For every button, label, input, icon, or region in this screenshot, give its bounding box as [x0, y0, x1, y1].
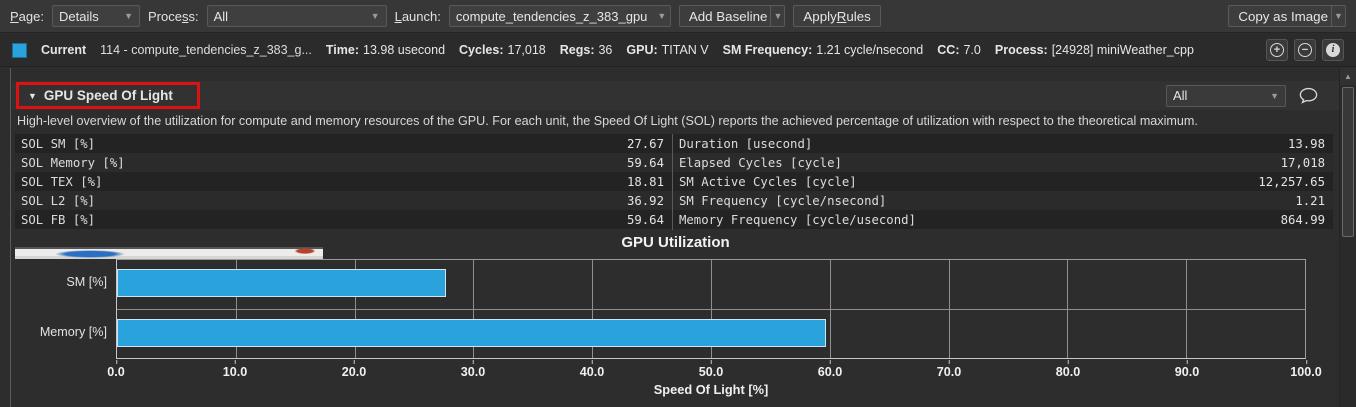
- info-button[interactable]: i: [1322, 39, 1344, 61]
- section-description: High-level overview of the utilization f…: [17, 114, 1198, 128]
- render-artifact-strip: [15, 247, 323, 259]
- section-header-gpu-speed-of-light[interactable]: ▼ GPU Speed Of Light All ▼: [12, 81, 1340, 110]
- table-row: SOL SM [%] 27.67: [15, 134, 672, 153]
- chart-title: GPU Utilization: [621, 234, 730, 251]
- stat-cc: CC: 7.0: [937, 43, 981, 57]
- x-tick: 80.0: [1055, 360, 1081, 379]
- stat-process: Process: [24928] miniWeather_cpp: [994, 43, 1194, 57]
- gridline: [117, 309, 1305, 310]
- process-select[interactable]: All ▼: [206, 5, 387, 27]
- zoom-in-button[interactable]: +: [1266, 39, 1288, 61]
- plot-area: [116, 259, 1306, 359]
- x-tick: 40.0: [579, 360, 605, 379]
- table-row: SM Frequency [cycle/nsecond] 1.21: [673, 191, 1333, 210]
- info-circle-icon: i: [1326, 43, 1340, 57]
- current-label: Current: [41, 43, 87, 57]
- x-axis-title: Speed Of Light [%]: [653, 382, 769, 397]
- details-report-panel: ▼ GPU Speed Of Light All ▼ High-level ov…: [10, 68, 1340, 407]
- add-baseline-button[interactable]: Add Baseline: [678, 5, 778, 27]
- metrics-column-left: SOL SM [%] 27.67 SOL Memory [%] 59.64 SOL …: [15, 134, 673, 230]
- chevron-down-icon: ▼: [124, 11, 133, 21]
- section-filter-select[interactable]: All ▼: [1166, 84, 1286, 107]
- stat-regs: Regs: 36: [559, 43, 613, 57]
- speech-bubble-icon: [1299, 87, 1317, 104]
- launch-label: Launch:: [394, 8, 441, 24]
- vertical-scrollbar[interactable]: ▲: [1339, 68, 1356, 407]
- page-label: Page:: [10, 8, 44, 24]
- arrow-up-icon: ▲: [1344, 72, 1352, 81]
- y-axis-label-memory: Memory [%]: [39, 325, 107, 339]
- table-row: Elapsed Cycles [cycle] 17,018: [673, 153, 1333, 172]
- chevron-down-icon: ▼: [1270, 90, 1279, 101]
- metrics-column-right: Duration [usecond] 13.98 Elapsed Cycles […: [673, 134, 1333, 230]
- sm-utilization-bar: [117, 269, 446, 297]
- x-tick: 0.0: [107, 360, 125, 379]
- table-row: Memory Frequency [cycle/usecond] 864.99: [673, 210, 1333, 229]
- current-result-row: Current 114 - compute_tendencies_z_383_g…: [0, 34, 1356, 67]
- table-row: SOL Memory [%] 59.64: [15, 153, 672, 172]
- table-row: SOL FB [%] 59.64: [15, 210, 672, 229]
- stat-cycles: Cycles: 17,018: [459, 43, 546, 57]
- x-tick: 30.0: [460, 360, 486, 379]
- chevron-down-icon: ▼: [370, 11, 380, 21]
- comment-button[interactable]: [1296, 85, 1320, 107]
- page-select[interactable]: Details ▼: [51, 5, 140, 27]
- zoom-out-button[interactable]: −: [1294, 39, 1316, 61]
- x-axis-ticks: 0.0 10.0 20.0 30.0 40.0 50.0 60.0 70.0 8…: [107, 360, 1322, 381]
- collapse-triangle-icon[interactable]: ▼: [28, 90, 37, 101]
- x-tick: 50.0: [698, 360, 724, 379]
- memory-utilization-bar: [117, 319, 826, 347]
- top-toolbar: Page: Details ▼ Process: All ▼ Launch: c…: [0, 0, 1356, 33]
- gpu-utilization-chart: GPU Utilization SM [%] Memory [%] 0.0 10…: [11, 230, 1340, 407]
- current-kernel-name: 114 - compute_tendencies_z_383_g...: [100, 43, 312, 57]
- current-legend-swatch: [12, 42, 27, 58]
- metrics-table: SOL SM [%] 27.67 SOL Memory [%] 59.64 SOL …: [15, 134, 1333, 230]
- x-tick: 10.0: [222, 360, 248, 379]
- stat-sm-frequency: SM Frequency: 1.21 cycle/nsecond: [722, 43, 924, 57]
- minus-circle-icon: −: [1298, 43, 1312, 57]
- chevron-down-icon: ▼: [773, 11, 783, 21]
- chevron-down-icon: ▼: [657, 11, 667, 21]
- copy-as-image-button[interactable]: Copy as Image: [1228, 5, 1338, 27]
- stat-time: Time: 13.98 usecond: [325, 43, 446, 57]
- stat-gpu: GPU: TITAN V: [626, 43, 709, 57]
- copy-as-image-dropdown-button[interactable]: ▼: [1331, 5, 1346, 27]
- table-row: SOL TEX [%] 18.81: [15, 172, 672, 191]
- scrollbar-thumb[interactable]: [1342, 87, 1354, 237]
- x-tick: 60.0: [817, 360, 843, 379]
- launch-select[interactable]: compute_tendencies_z_383_gpu ▼: [448, 5, 671, 27]
- table-row: SM Active Cycles [cycle] 12,257.65: [673, 172, 1333, 191]
- table-row: Duration [usecond] 13.98: [673, 134, 1333, 153]
- section-title: GPU Speed Of Light: [43, 88, 173, 103]
- plus-circle-icon: +: [1270, 43, 1284, 57]
- scrollbar-up-button[interactable]: ▲: [1340, 68, 1356, 85]
- process-label: Process:: [147, 8, 199, 24]
- x-tick: 70.0: [936, 360, 962, 379]
- y-axis-label-sm: SM [%]: [66, 275, 107, 289]
- x-tick: 90.0: [1174, 360, 1200, 379]
- table-row: SOL L2 [%] 36.92: [15, 191, 672, 210]
- add-baseline-dropdown-button[interactable]: ▼: [770, 5, 786, 27]
- x-tick: 100.0: [1290, 360, 1322, 379]
- x-tick: 20.0: [341, 360, 367, 379]
- chevron-down-icon: ▼: [1334, 11, 1343, 21]
